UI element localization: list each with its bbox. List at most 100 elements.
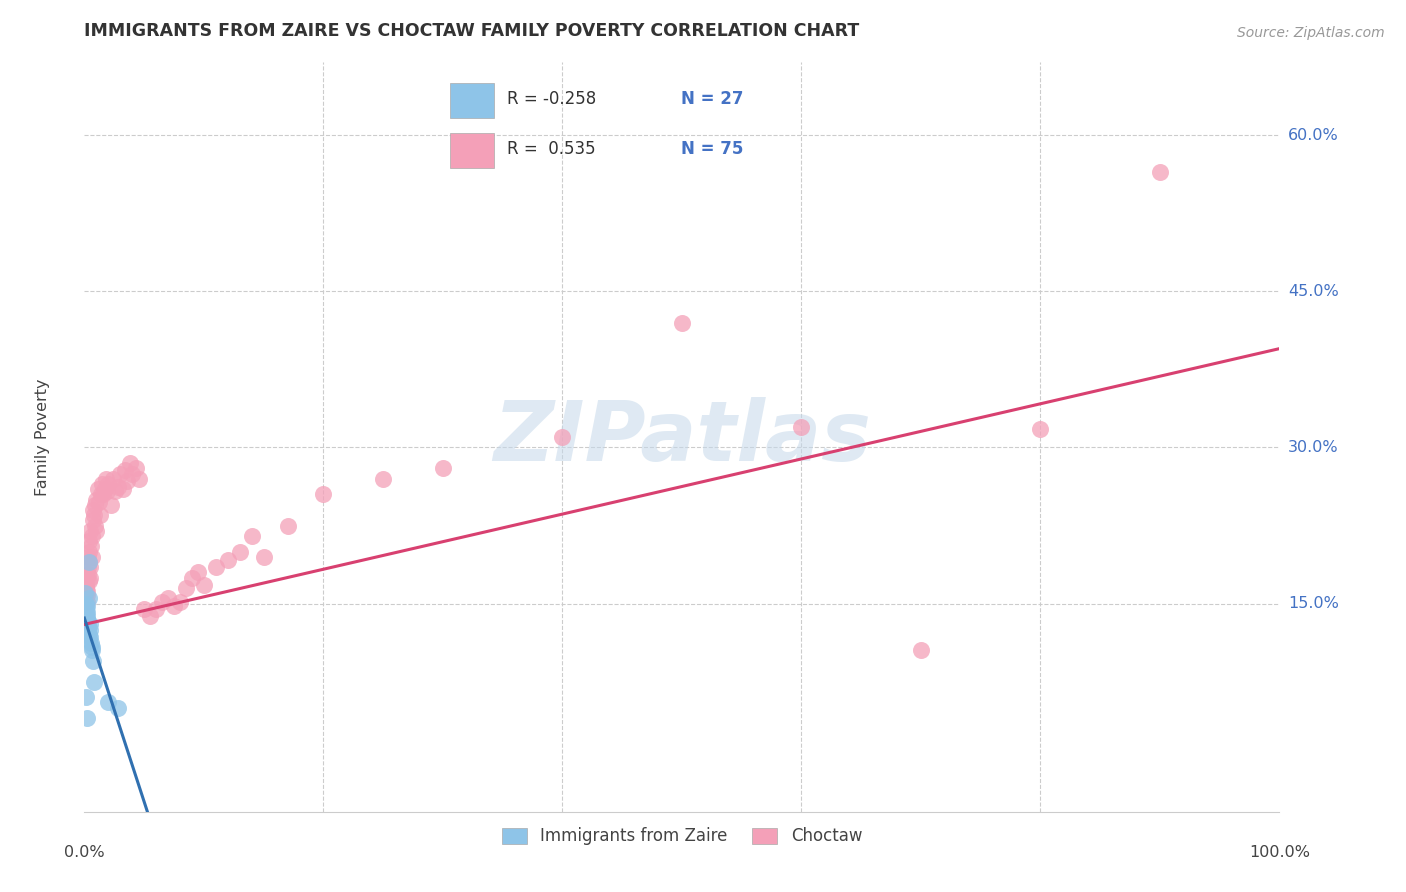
- Point: [83, 518, 105, 533]
- Point: [79, 534, 101, 549]
- Point: [79, 617, 101, 632]
- Point: [373, 472, 395, 486]
- Point: [76, 549, 98, 564]
- Text: 0.0%: 0.0%: [65, 846, 104, 861]
- Text: 45.0%: 45.0%: [1288, 284, 1339, 299]
- Point: [79, 571, 101, 585]
- Point: [169, 594, 191, 608]
- Point: [77, 555, 100, 569]
- Point: [150, 594, 173, 608]
- Point: [86, 492, 108, 507]
- Point: [76, 584, 98, 599]
- Point: [76, 711, 98, 725]
- Point: [125, 461, 148, 475]
- Point: [76, 594, 98, 608]
- Point: [75, 607, 97, 621]
- Point: [128, 472, 150, 486]
- Point: [84, 524, 107, 538]
- Point: [86, 482, 108, 496]
- Point: [75, 602, 97, 616]
- Point: [111, 482, 134, 496]
- Point: [217, 553, 239, 567]
- Point: [193, 578, 215, 592]
- Point: [145, 602, 167, 616]
- Point: [107, 700, 129, 714]
- Point: [110, 467, 132, 481]
- Point: [77, 574, 100, 588]
- Point: [75, 690, 97, 705]
- Point: [77, 591, 100, 606]
- Point: [82, 643, 104, 657]
- Point: [104, 484, 127, 499]
- Point: [240, 529, 263, 543]
- Point: [83, 674, 105, 689]
- Point: [76, 615, 98, 630]
- Point: [77, 560, 100, 574]
- Point: [253, 549, 276, 564]
- Point: [97, 696, 120, 710]
- Point: [187, 566, 209, 580]
- Point: [80, 636, 103, 650]
- Point: [77, 623, 100, 637]
- Point: [121, 467, 143, 481]
- Point: [93, 487, 115, 501]
- Point: [205, 560, 228, 574]
- Point: [277, 518, 299, 533]
- Point: [229, 544, 252, 558]
- Point: [107, 480, 129, 494]
- Point: [76, 588, 98, 602]
- Text: 30.0%: 30.0%: [1288, 440, 1339, 455]
- Point: [790, 419, 813, 434]
- Point: [312, 487, 335, 501]
- Point: [93, 482, 115, 496]
- Point: [97, 477, 120, 491]
- Legend: Immigrants from Zaire, Choctaw: Immigrants from Zaire, Choctaw: [495, 821, 869, 852]
- Text: 100.0%: 100.0%: [1249, 846, 1310, 861]
- Point: [77, 567, 100, 582]
- Point: [432, 461, 454, 475]
- Point: [76, 599, 98, 613]
- Bar: [450, 83, 494, 118]
- Point: [132, 602, 156, 616]
- Point: [75, 586, 97, 600]
- Text: 60.0%: 60.0%: [1288, 128, 1339, 143]
- Text: Source: ZipAtlas.com: Source: ZipAtlas.com: [1237, 26, 1385, 40]
- Text: N = 75: N = 75: [681, 140, 744, 158]
- Point: [101, 472, 124, 486]
- Point: [89, 508, 111, 523]
- Point: [76, 609, 98, 624]
- Point: [75, 586, 97, 600]
- Point: [1029, 422, 1052, 436]
- Point: [118, 456, 141, 470]
- Point: [87, 494, 110, 508]
- Text: R =  0.535: R = 0.535: [508, 140, 596, 158]
- Point: [139, 609, 162, 624]
- Point: [157, 591, 180, 606]
- Point: [91, 477, 114, 491]
- Point: [1149, 165, 1171, 179]
- Point: [671, 316, 693, 330]
- Point: [83, 508, 105, 523]
- Text: 15.0%: 15.0%: [1288, 596, 1339, 611]
- Point: [114, 463, 136, 477]
- Point: [910, 643, 932, 657]
- Point: [90, 487, 112, 501]
- Point: [174, 581, 197, 595]
- Point: [96, 484, 118, 499]
- Text: IMMIGRANTS FROM ZAIRE VS CHOCTAW FAMILY POVERTY CORRELATION CHART: IMMIGRANTS FROM ZAIRE VS CHOCTAW FAMILY …: [84, 22, 859, 40]
- Point: [76, 605, 98, 619]
- Point: [163, 599, 186, 613]
- Point: [79, 633, 101, 648]
- Point: [84, 498, 107, 512]
- Point: [77, 619, 100, 633]
- Point: [77, 544, 100, 558]
- Text: Family Poverty: Family Poverty: [35, 378, 51, 496]
- Point: [79, 630, 101, 644]
- Point: [79, 623, 101, 637]
- Point: [82, 549, 104, 564]
- Point: [77, 555, 100, 569]
- Point: [551, 430, 574, 444]
- Point: [100, 498, 122, 512]
- Point: [77, 628, 100, 642]
- Point: [75, 597, 97, 611]
